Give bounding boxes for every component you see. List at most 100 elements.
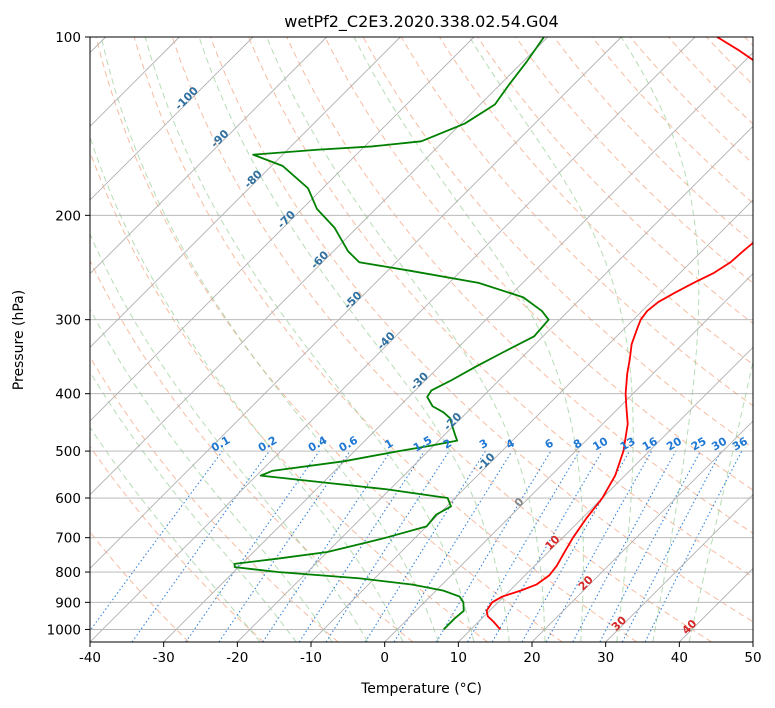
- dry-adiabat-line: [90, 356, 339, 642]
- mixing-ratio-line: [599, 450, 702, 642]
- adiabat-label: -100: [172, 84, 201, 113]
- dry-adiabat-line: [133, 37, 638, 642]
- moist-adiabat-line: [90, 233, 369, 642]
- mixing-ratio-label: 4: [504, 436, 517, 451]
- x-tick-label: 0: [380, 650, 389, 666]
- isotherm-line: [679, 567, 753, 642]
- mixing-ratio-line: [90, 450, 223, 632]
- adiabat-label: -10: [474, 450, 497, 473]
- mixing-ratio-line: [572, 450, 677, 642]
- x-axis-title: Temperature (°C): [360, 681, 482, 697]
- moist-adiabat-line: [266, 37, 546, 642]
- dry-adiabat-line: [591, 37, 753, 204]
- moist-adiabat-line: [100, 37, 439, 642]
- mixing-ratio-line: [218, 450, 351, 642]
- mixing-ratio-label: 20: [664, 434, 684, 453]
- isotherm-line: [605, 494, 753, 642]
- dry-adiabat-line: [553, 37, 753, 244]
- moist-adiabat-line: [198, 37, 510, 642]
- dry-adiabat-line: [90, 445, 264, 642]
- adiabat-label: 10: [543, 533, 563, 553]
- y-tick-label: 600: [55, 491, 81, 507]
- dry-adiabat-line: [668, 37, 753, 125]
- x-tick-label: -30: [153, 650, 175, 666]
- adiabat-label: 30: [609, 613, 629, 633]
- profile-series: [233, 37, 753, 631]
- mixing-ratio-line: [545, 450, 653, 642]
- mixing-ratio-label: 6: [543, 436, 556, 451]
- mixing-ratio-line: [185, 450, 320, 642]
- dry-adiabat-line: [324, 37, 753, 491]
- moist-adiabat-line: [90, 426, 261, 642]
- x-tick-label: 40: [671, 650, 688, 666]
- x-axis: -40 -30 -20 -10 0 10 20 30 40 50: [79, 642, 762, 666]
- y-axis-title: Pressure (hPa): [11, 290, 27, 390]
- chart-title: wetPf2_C2E3.2020.338.02.54.G04: [284, 12, 558, 32]
- mixing-ratio-line: [298, 450, 425, 642]
- y-tick-label: 100: [55, 30, 81, 46]
- adiabat-label: -80: [242, 167, 265, 190]
- isotherm-line: [90, 37, 327, 275]
- moist-adiabat-line: [688, 358, 753, 642]
- x-tick-label: -40: [79, 650, 101, 666]
- mixing-ratio-label: 2: [441, 437, 454, 452]
- isotherm-line: [90, 37, 254, 201]
- mixing-ratio-line: [393, 450, 513, 642]
- adiabat-label: 40: [679, 617, 699, 637]
- isotherm-line: [90, 37, 622, 569]
- grid: [90, 37, 753, 642]
- moist-adiabat-line: [353, 37, 584, 642]
- profile-line: [485, 37, 753, 631]
- adiabat-label: -90: [208, 127, 231, 150]
- dry-adiabat-line: [171, 37, 712, 642]
- adiabat-label: -60: [308, 248, 331, 271]
- y-tick-label: 500: [55, 444, 81, 460]
- dry-adiabat-line: [515, 37, 753, 284]
- moist-adiabat-line: [90, 308, 333, 642]
- isotherm-line: [752, 641, 753, 642]
- mixing-ratio-line: [435, 450, 552, 642]
- mixing-ratio-label: 10: [591, 434, 611, 453]
- dry-adiabat-line: [286, 37, 753, 534]
- isotherm-line: [237, 125, 753, 642]
- adiabat-label: -50: [341, 289, 364, 312]
- x-tick-label: -10: [300, 650, 322, 666]
- dry-adiabat-line: [706, 37, 753, 86]
- mixing-ratio-line: [364, 450, 486, 642]
- dry-adiabat-line: [210, 37, 753, 623]
- dry-adiabat-line: [744, 37, 753, 47]
- mixing-ratio-line: [325, 450, 450, 642]
- adiabat-label: -70: [275, 208, 298, 231]
- isotherm-line: [531, 420, 753, 642]
- mixing-ratio-line: [644, 450, 743, 642]
- dry-adiabat-line: [95, 37, 563, 642]
- profile-line: [233, 37, 550, 631]
- adiabat-label: -40: [375, 329, 398, 352]
- y-tick-label: 700: [55, 531, 81, 547]
- x-tick-label: 50: [744, 650, 761, 666]
- isotherm-line: [458, 346, 753, 642]
- x-tick-label: 30: [597, 650, 614, 666]
- isotherm-line: [310, 199, 753, 642]
- y-tick-label: 800: [55, 565, 81, 581]
- y-tick-label: 900: [55, 595, 81, 611]
- adiabat-label: 20: [576, 573, 596, 593]
- x-tick-label: -20: [226, 650, 248, 666]
- moist-adiabat-line: [90, 135, 404, 642]
- isotherm-line: [90, 37, 475, 422]
- plot-frame: [89, 36, 754, 643]
- moist-adiabat-line: [90, 370, 297, 642]
- adiabat-label: -30: [408, 369, 431, 392]
- mixing-ratio-line: [131, 450, 270, 642]
- dry-adiabat-line: [248, 37, 753, 578]
- isotherm-line: [384, 273, 753, 642]
- y-tick-label: 1000: [47, 622, 81, 638]
- isotherm-line: [163, 52, 753, 642]
- isotherm-line: [90, 37, 696, 642]
- isotherm-line: [90, 37, 548, 496]
- x-tick-label: 10: [450, 650, 467, 666]
- y-axis: 100 200 300 400 500 600 700 800 900 1000: [47, 30, 90, 638]
- y-tick-label: 400: [55, 387, 81, 403]
- dry-adiabat-line: [90, 259, 414, 642]
- dry-adiabat-line: [90, 531, 190, 642]
